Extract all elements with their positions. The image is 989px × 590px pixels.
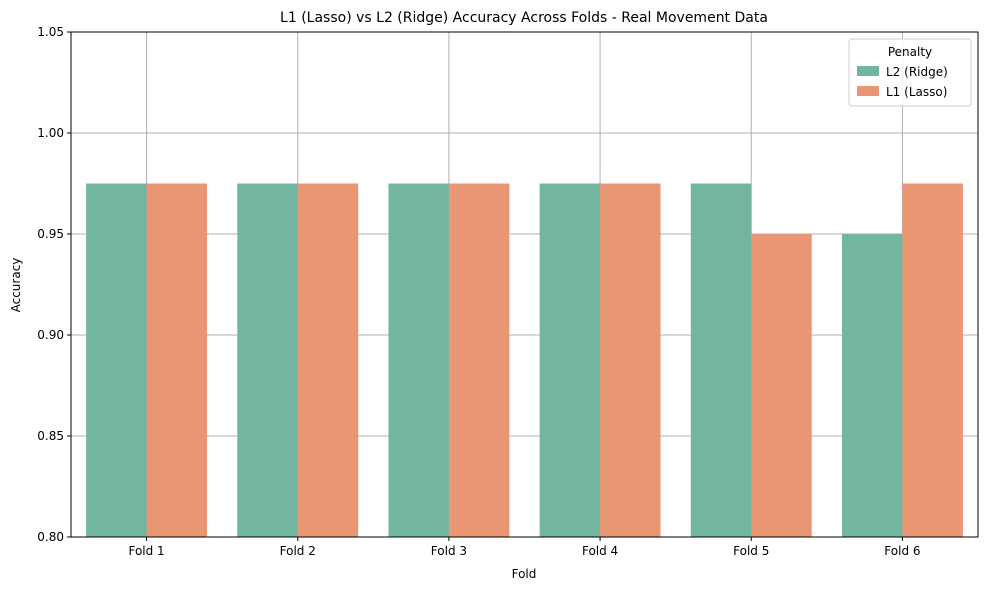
legend: Penalty L2 (Ridge) L1 (Lasso)	[848, 38, 972, 107]
bar-l1-6	[902, 183, 963, 537]
y-tick-label: 1.05	[37, 25, 64, 39]
y-tick-label: 0.85	[37, 429, 64, 443]
legend-label-l1: L1 (Lasso)	[886, 85, 947, 99]
legend-swatch-l2	[857, 66, 879, 76]
bar-l1-5	[751, 234, 812, 537]
bar-l2-2	[237, 183, 298, 537]
bar-l1-4	[600, 183, 661, 537]
x-tick-label: Fold 1	[128, 544, 164, 558]
bar-l2-6	[841, 234, 903, 537]
x-tick-label: Fold 5	[733, 544, 769, 558]
bar-l1-1	[146, 183, 208, 537]
y-tick-label: 0.95	[37, 227, 64, 241]
legend-title: Penalty	[888, 45, 932, 59]
legend-label-l2: L2 (Ridge)	[886, 65, 948, 79]
legend-swatch-l1	[857, 86, 879, 96]
x-tick-label: Fold 2	[280, 544, 316, 558]
bars	[86, 183, 963, 537]
bar-l2-3	[388, 183, 449, 537]
bar-l2-4	[539, 183, 601, 537]
y-tick-label: 0.90	[37, 328, 64, 342]
chart-title: L1 (Lasso) vs L2 (Ridge) Accuracy Across…	[280, 10, 768, 26]
bar-l1-3	[448, 183, 510, 537]
x-axis-label: Fold	[512, 567, 537, 581]
bar-l2-1	[86, 183, 147, 537]
plot-frame	[70, 31, 979, 538]
bar-l2-5	[690, 183, 752, 537]
y-axis-label: Accuracy	[9, 258, 23, 313]
legend-box	[848, 38, 972, 107]
y-axis: 0.80 0.85 0.90 0.95 1.00 1.05	[37, 25, 71, 544]
x-tick-label: Fold 3	[431, 544, 467, 558]
y-tick-label: 0.80	[37, 530, 64, 544]
bar-l1-2	[297, 183, 359, 537]
y-tick-label: 1.00	[37, 126, 64, 140]
x-axis: Fold 1 Fold 2 Fold 3 Fold 4 Fold 5 Fold 6	[128, 537, 921, 558]
x-tick-label: Fold 4	[582, 544, 618, 558]
x-tick-label: Fold 6	[884, 544, 920, 558]
